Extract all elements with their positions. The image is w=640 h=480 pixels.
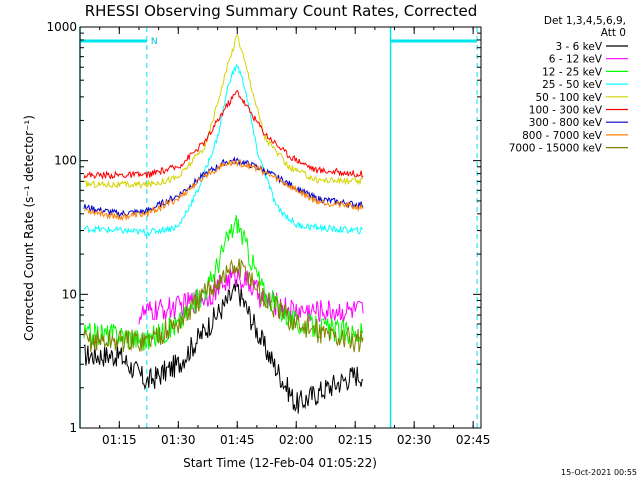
footer-date: 15-Oct-2021 00:55 — [561, 468, 637, 477]
y-axis: 1 10 100 1000 — [46, 20, 481, 435]
x-tick-label: 01:45 — [220, 433, 255, 447]
series-line — [138, 266, 364, 325]
x-tick-label: 02:30 — [397, 433, 432, 447]
x-tick-label: 01:15 — [102, 433, 137, 447]
y-tick-label: 1000 — [46, 20, 77, 34]
x-tick-label: 02:15 — [338, 433, 373, 447]
series-lines — [83, 34, 364, 414]
series-line — [83, 34, 364, 189]
legend-entry: 6 - 12 keV — [549, 54, 603, 66]
series-line — [83, 258, 364, 353]
legend-header: Att 0 — [601, 27, 626, 39]
x-axis-label: Start Time (12-Feb-04 01:05:22) — [183, 456, 377, 470]
legend-entry: 12 - 25 keV — [542, 66, 603, 78]
series-line — [83, 89, 364, 180]
y-tick-label: 1 — [69, 421, 77, 435]
y-tick-label: 100 — [54, 154, 77, 168]
x-tick-label: 02:00 — [279, 433, 314, 447]
series-line — [83, 156, 364, 219]
x-tick-label: 01:30 — [161, 433, 196, 447]
legend-entry: 25 - 50 keV — [542, 79, 603, 91]
legend-entry: 7000 - 15000 keV — [509, 143, 603, 155]
legend-entry: 300 - 800 keV — [529, 117, 603, 129]
legend-entry: 50 - 100 keV — [535, 92, 602, 104]
legend-entry: 3 - 6 keV — [555, 41, 602, 53]
y-axis-label: Corrected Count Rate (s⁻¹ detector⁻¹) — [22, 115, 36, 341]
series-line — [83, 215, 364, 351]
y-tick-label: 10 — [62, 287, 77, 301]
chart-title: RHESSI Observing Summary Count Rates, Co… — [85, 2, 478, 20]
x-tick-label: 02:45 — [456, 433, 491, 447]
series-line — [83, 279, 364, 414]
night-label: N — [151, 37, 158, 47]
legend-entry: 100 - 300 keV — [529, 105, 603, 117]
x-axis: 01:15 01:30 01:45 02:00 02:15 02:30 02:45 — [79, 27, 491, 447]
series-line — [83, 159, 364, 222]
legend-entry: 800 - 7000 keV — [522, 130, 603, 142]
plot-frame — [79, 26, 482, 429]
series-line — [83, 63, 364, 237]
legend-header: Det 1,3,4,5,6,9, — [544, 15, 626, 27]
